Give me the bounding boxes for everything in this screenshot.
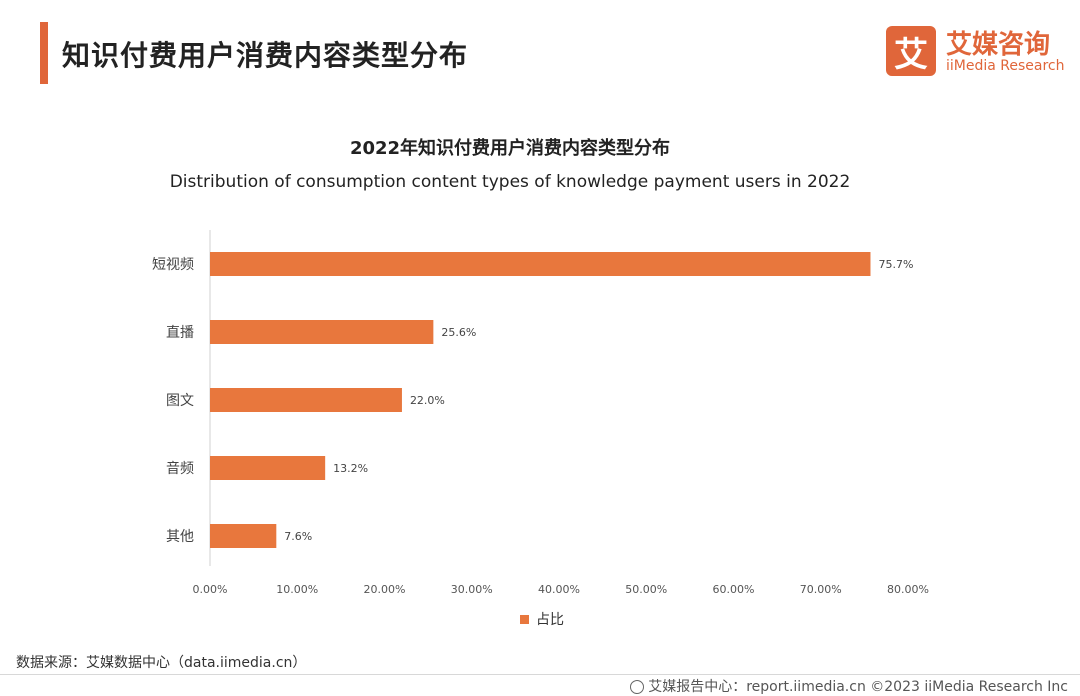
logo-name-cn: 艾媒咨询 xyxy=(946,30,1051,60)
page-title: 知识付费用户消费内容类型分布 xyxy=(62,39,469,72)
bar xyxy=(210,524,277,548)
x-tick-label: 0.00% xyxy=(193,583,228,596)
data-label: 7.6% xyxy=(284,530,312,543)
footer-divider xyxy=(0,674,1080,675)
category-label: 音频 xyxy=(166,460,194,477)
chart-subtitle: Distribution of consumption content type… xyxy=(169,172,851,192)
x-tick-label: 70.00% xyxy=(800,583,842,596)
data-label: 75.7% xyxy=(878,258,913,271)
logo-mark: 艾 xyxy=(886,26,936,76)
footer-text: 艾媒报告中心：report.iimedia.cn ©2023 iiMedia R… xyxy=(648,679,1068,695)
x-tick-label: 40.00% xyxy=(538,583,580,596)
category-label: 其他 xyxy=(166,529,194,545)
x-tick-label: 10.00% xyxy=(276,583,318,596)
category-label: 图文 xyxy=(166,393,194,409)
data-label: 25.6% xyxy=(441,326,476,339)
bar xyxy=(210,456,326,480)
brand-logo: 艾 艾媒咨询 iiMedia Research xyxy=(886,24,1066,80)
logo-name-en: iiMedia Research xyxy=(946,58,1065,74)
bar xyxy=(210,388,402,412)
category-label: 直播 xyxy=(166,324,194,341)
data-source-note: 数据来源：艾媒数据中心（data.iimedia.cn） xyxy=(16,655,307,671)
chart-title: 2022年知识付费用户消费内容类型分布 xyxy=(349,138,671,159)
x-tick-label: 50.00% xyxy=(625,583,667,596)
x-tick-label: 30.00% xyxy=(451,583,493,596)
x-tick-label: 80.00% xyxy=(887,583,929,596)
data-label: 13.2% xyxy=(333,462,368,475)
legend-label: 占比 xyxy=(536,612,564,628)
legend-swatch xyxy=(520,615,529,624)
x-tick-label: 60.00% xyxy=(713,583,755,596)
x-tick-label: 20.00% xyxy=(364,583,406,596)
footer-copyright: 艾媒报告中心：report.iimedia.cn ©2023 iiMedia R… xyxy=(630,676,1068,696)
data-label: 22.0% xyxy=(410,394,445,407)
bar xyxy=(210,320,434,344)
bar-chart: 短视频 75.7% 直播 25.6% 图文 22.0% 音频 13.2% 其他 7.6% 0.00%… xyxy=(152,230,929,628)
category-label: 短视频 xyxy=(152,257,194,273)
globe-icon xyxy=(630,680,645,694)
bar xyxy=(210,252,871,276)
title-accent-bar xyxy=(40,22,48,84)
